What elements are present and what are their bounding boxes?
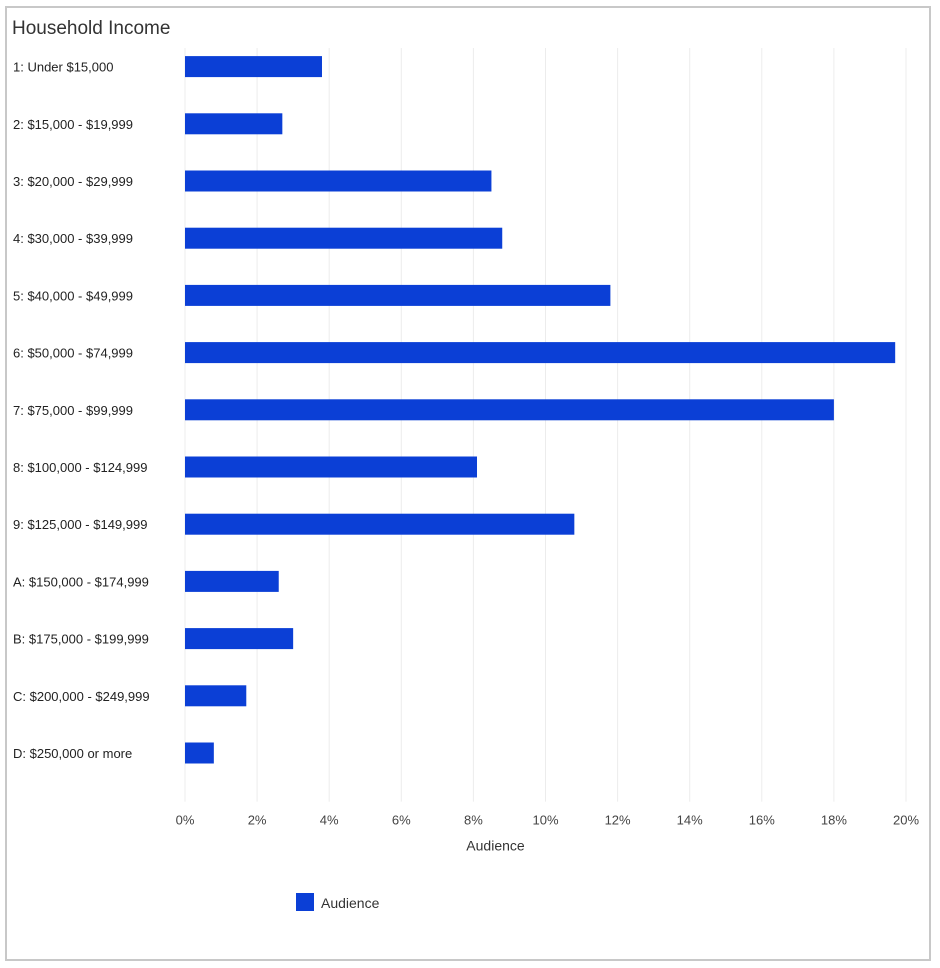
- bars: [185, 56, 896, 764]
- bar[interactable]: [185, 742, 214, 764]
- x-tick-label: 2%: [248, 813, 267, 828]
- category-label: 3: $20,000 - $29,999: [13, 174, 133, 189]
- x-tick-label: 14%: [677, 813, 703, 828]
- category-label: 9: $125,000 - $149,999: [13, 517, 147, 532]
- category-label: A: $150,000 - $174,999: [13, 574, 149, 589]
- bar[interactable]: [185, 284, 611, 306]
- legend: Audience: [296, 893, 380, 911]
- x-tick-label: 18%: [821, 813, 847, 828]
- category-label: B: $175,000 - $199,999: [13, 632, 149, 647]
- chart-frame: [5, 6, 931, 961]
- category-label: 8: $100,000 - $124,999: [13, 460, 147, 475]
- bar[interactable]: [185, 342, 896, 364]
- x-tick-label: 8%: [464, 813, 483, 828]
- legend-swatch: [296, 893, 314, 911]
- x-tick-label: 12%: [605, 813, 631, 828]
- category-label: 1: Under $15,000: [13, 60, 113, 75]
- bar[interactable]: [185, 628, 294, 650]
- gridlines: [184, 48, 907, 802]
- x-tick-labels: 0% 2% 4% 6% 8% 10% 12% 14% 16% 18% 20%: [176, 813, 920, 828]
- bar[interactable]: [185, 513, 575, 535]
- bar[interactable]: [185, 56, 322, 78]
- category-label: 5: $40,000 - $49,999: [13, 288, 133, 303]
- x-tick-label: 0%: [176, 813, 195, 828]
- x-tick-label: 10%: [532, 813, 558, 828]
- bar[interactable]: [185, 456, 478, 478]
- bar[interactable]: [185, 227, 503, 249]
- x-tick-label: 4%: [320, 813, 339, 828]
- category-label: C: $200,000 - $249,999: [13, 689, 150, 704]
- legend-label: Audience: [321, 895, 380, 911]
- category-label: D: $250,000 or more: [13, 746, 132, 761]
- bar[interactable]: [185, 113, 283, 135]
- bar[interactable]: [185, 399, 834, 421]
- category-label: 6: $50,000 - $74,999: [13, 346, 133, 361]
- x-tick-label: 6%: [392, 813, 411, 828]
- x-axis-title: Audience: [466, 838, 525, 854]
- x-tick-label: 20%: [893, 813, 919, 828]
- category-label: 7: $75,000 - $99,999: [13, 403, 133, 418]
- x-tick-label: 16%: [749, 813, 775, 828]
- category-label: 4: $30,000 - $39,999: [13, 231, 133, 246]
- category-label: 2: $15,000 - $19,999: [13, 117, 133, 132]
- chart-title: Household Income: [12, 18, 171, 39]
- category-labels: 1: Under $15,000 2: $15,000 - $19,999 3: $…: [13, 60, 150, 761]
- bar[interactable]: [185, 170, 492, 192]
- bar[interactable]: [185, 570, 279, 592]
- bar[interactable]: [185, 685, 247, 707]
